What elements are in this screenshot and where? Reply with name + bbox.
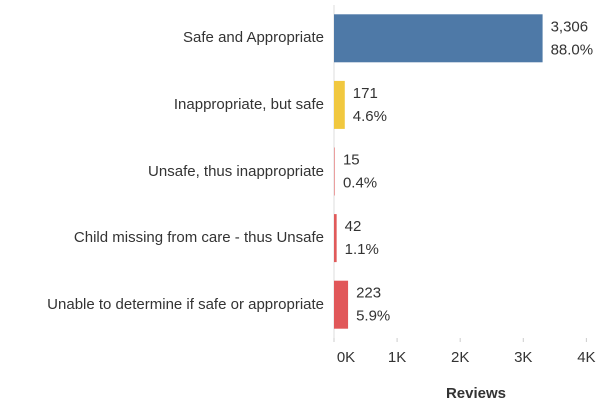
bar [334, 80, 345, 129]
bar [334, 147, 335, 196]
value-label: 171 [353, 85, 378, 102]
value-label: 223 [356, 285, 381, 302]
x-tick-label: 2K [451, 349, 469, 366]
value-label: 42 [345, 218, 362, 235]
category-label: Inappropriate, but safe [173, 95, 324, 113]
x-tick-label: 1K [388, 349, 406, 366]
share-label: 1.1% [345, 241, 379, 258]
category-label: Child missing from care - thus Unsafe [73, 229, 324, 247]
share-label: 88.0% [551, 41, 594, 58]
value-label: 15 [343, 151, 360, 168]
x-tick-label: 4K [577, 349, 595, 366]
bar [334, 14, 543, 63]
category-label: Unable to determine if safe or appropria… [47, 295, 324, 313]
bar [334, 214, 337, 263]
share-label: 0.4% [343, 174, 377, 191]
bar [334, 280, 349, 329]
share-label: 4.6% [353, 108, 387, 125]
x-tick-label: 3K [514, 349, 532, 366]
x-tick-label: 0K [337, 349, 355, 366]
share-label: 5.9% [356, 308, 390, 325]
category-label: Unsafe, thus inappropriate [148, 162, 324, 180]
value-label: 3,306 [551, 18, 589, 35]
category-label: Safe and Appropriate [183, 29, 324, 47]
x-axis-title: Reviews [446, 385, 506, 402]
